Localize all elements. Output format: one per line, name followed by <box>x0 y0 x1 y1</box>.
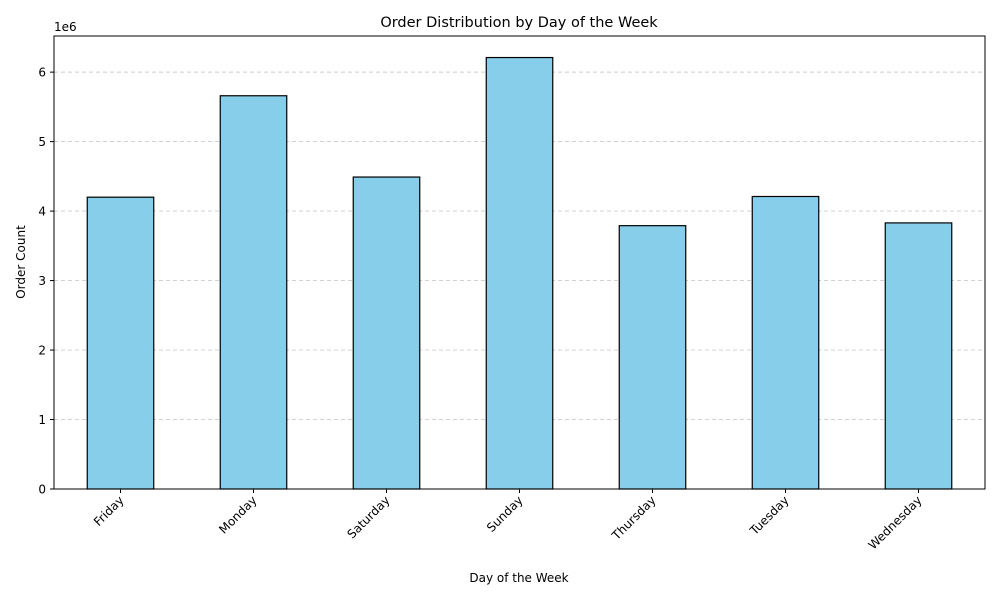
axes <box>50 35 986 493</box>
y-tick-label: 4 <box>38 205 46 219</box>
y-tick-label: 3 <box>38 274 46 288</box>
x-tick-label: Tuesday <box>746 493 791 538</box>
bar-saturday <box>352 176 421 490</box>
y-tick-label: 0 <box>38 483 46 497</box>
y-tick-label: 6 <box>38 66 46 80</box>
bar-sunday <box>485 56 554 490</box>
chart-title: Order Distribution by Day of the Week <box>380 15 658 31</box>
bar-wednesday <box>884 222 953 490</box>
x-axis-label: Day of the Week <box>469 571 568 585</box>
bar-monday <box>219 95 288 490</box>
x-tick-label: Monday <box>216 493 259 536</box>
y-offset-label: 1e6 <box>54 20 77 34</box>
y-tick-label: 2 <box>38 344 46 358</box>
plot-frame <box>53 35 986 490</box>
y-axis-label: Order Count <box>14 225 28 299</box>
bar-tuesday <box>751 195 820 490</box>
bar-friday <box>86 196 155 490</box>
bars <box>86 56 953 490</box>
bar-thursday <box>618 225 687 490</box>
y-tick-label: 5 <box>38 135 46 149</box>
x-tick-label: Saturday <box>344 493 392 541</box>
x-tick-label: Wednesday <box>866 493 925 552</box>
x-tick-label: Friday <box>91 493 127 529</box>
x-tick-label: Sunday <box>484 493 526 535</box>
y-tick-label: 1 <box>38 413 46 427</box>
x-tick-label: Thursday <box>609 493 659 543</box>
